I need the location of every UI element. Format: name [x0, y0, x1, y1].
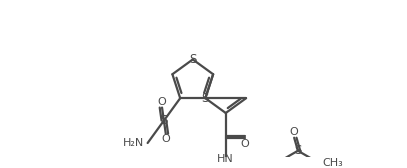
Text: S: S [160, 114, 168, 127]
Text: S: S [202, 92, 209, 105]
Text: O: O [162, 134, 170, 144]
Text: HN: HN [217, 154, 234, 164]
Text: S: S [189, 53, 197, 66]
Text: O: O [158, 97, 166, 107]
Text: O: O [240, 139, 249, 149]
Text: H₂N: H₂N [123, 138, 144, 148]
Text: S: S [294, 144, 302, 157]
Text: CH₃: CH₃ [322, 158, 343, 168]
Text: O: O [290, 127, 299, 137]
